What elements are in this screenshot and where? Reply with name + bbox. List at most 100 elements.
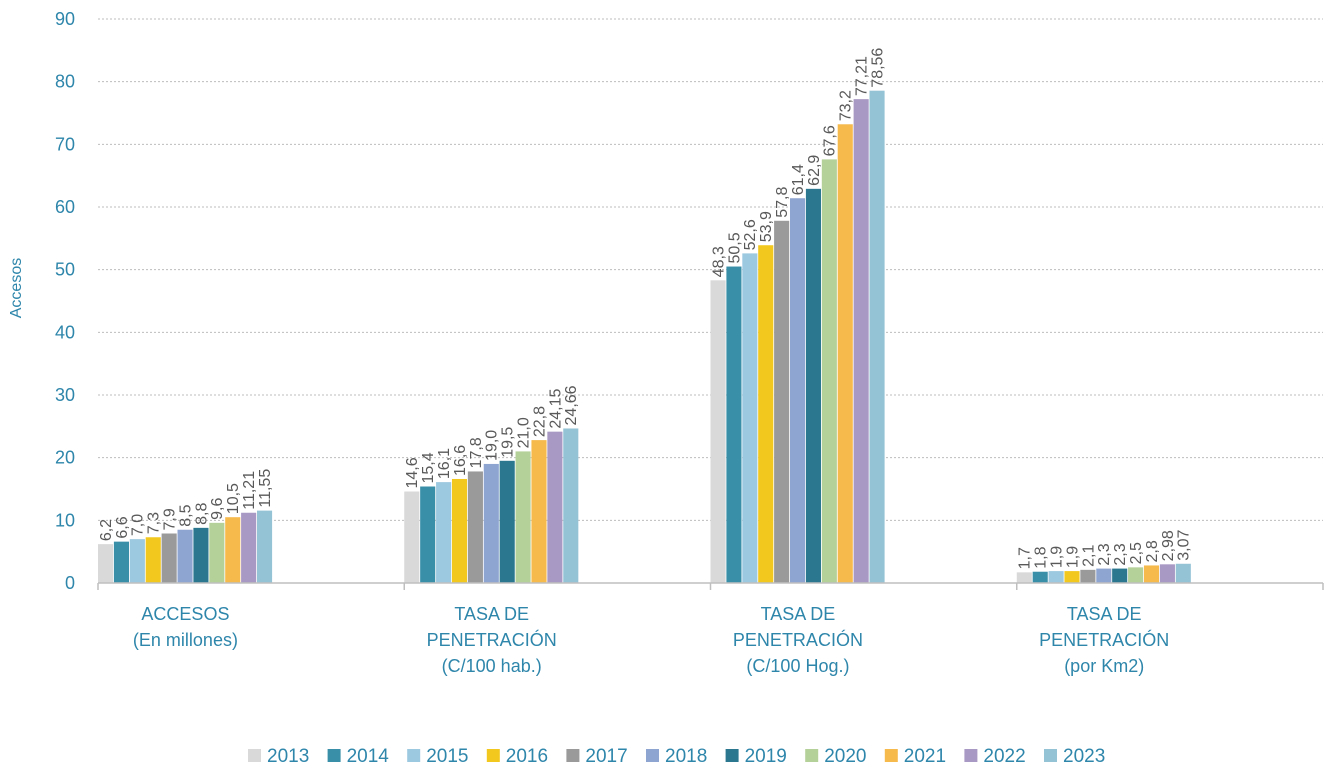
data-label: 2,3 (1112, 543, 1129, 565)
bar (1080, 569, 1096, 583)
bar (531, 440, 547, 583)
bar (499, 460, 515, 583)
category-label: TASA DE PENETRACIÓN (por Km2) (1039, 604, 1169, 676)
bar (1143, 565, 1160, 583)
bar (129, 539, 145, 583)
data-label: 2,1 (1080, 544, 1097, 566)
category-label: ACCESOS (En millones) (133, 604, 238, 650)
data-label: 57,8 (774, 187, 791, 218)
bar (241, 512, 257, 583)
data-label: 24,66 (563, 385, 580, 425)
bar (404, 491, 420, 583)
legend-swatch (407, 749, 421, 762)
bar (547, 431, 563, 583)
data-label: 7,3 (146, 512, 163, 534)
bar (257, 510, 273, 583)
legend-label: 2020 (824, 746, 866, 767)
data-label: 11,21 (241, 471, 258, 510)
data-label: 15,4 (420, 452, 437, 483)
bar (467, 471, 483, 583)
bar (1032, 571, 1048, 583)
x-axis-ticks (97, 583, 1324, 590)
legend-label: 2018 (665, 746, 707, 767)
data-label: 48,3 (710, 246, 727, 277)
data-label: 1,8 (1033, 546, 1050, 568)
data-label: 3,07 (1176, 530, 1193, 561)
legend-swatch (248, 749, 261, 762)
legend: 2013 2014 2015 2016 2017 2018 2019 2020 2021 2022… (248, 746, 1105, 767)
data-label: 2,98 (1160, 530, 1177, 561)
legend-swatch (327, 749, 341, 762)
category-label-line: PENETRACIÓN (1039, 629, 1169, 650)
bar (1048, 571, 1064, 583)
category-labels: ACCESOS (En millones) TASA DE PENETRACIÓN (C… (133, 604, 1169, 676)
category-label-line: PENETRACIÓN (733, 629, 863, 650)
data-label: 7,0 (130, 514, 147, 536)
bar (726, 266, 742, 583)
bar (161, 533, 177, 583)
data-label: 24,15 (547, 389, 564, 429)
y-tick-label: 80 (55, 72, 75, 92)
data-label: 2,3 (1096, 543, 1113, 565)
bar (1096, 568, 1112, 583)
legend-swatch (566, 749, 580, 762)
legend-swatch (646, 749, 659, 762)
data-label: 16,1 (436, 448, 453, 479)
data-label: 14,6 (404, 457, 421, 488)
y-axis: 0 10 20 30 40 50 60 70 80 90 (55, 9, 75, 593)
data-label: 2,5 (1128, 542, 1145, 564)
y-tick-label: 50 (55, 260, 75, 280)
bar (225, 517, 241, 583)
bar (209, 522, 225, 583)
bar (1128, 567, 1144, 583)
data-label: 19,5 (500, 427, 517, 458)
gridlines (98, 18, 1323, 521)
bar (790, 198, 806, 583)
category-label: TASA DE PENETRACIÓN (C/100 Hog.) (733, 604, 863, 676)
bar (483, 463, 499, 583)
category-label: TASA DE PENETRACIÓN (C/100 hab.) (427, 604, 557, 676)
bar (177, 529, 193, 583)
y-tick-label: 0 (65, 573, 75, 593)
y-tick-label: 60 (55, 197, 75, 217)
category-label-line: TASA DE (1067, 604, 1142, 624)
data-label: 62,9 (806, 155, 823, 186)
bar (1159, 564, 1175, 583)
category-label-line: ACCESOS (141, 604, 229, 624)
legend-label: 2019 (745, 746, 787, 767)
data-label: 22,8 (531, 406, 548, 437)
category-label-line: (En millones) (133, 630, 238, 650)
bar (805, 188, 821, 583)
data-label: 50,5 (726, 232, 743, 263)
legend-label: 2016 (506, 746, 548, 767)
legend-label: 2015 (426, 746, 468, 767)
data-label: 67,6 (822, 125, 839, 156)
data-label: 2,8 (1144, 540, 1161, 562)
bar (515, 451, 531, 583)
data-label: 1,9 (1049, 546, 1066, 568)
data-label: 6,2 (98, 519, 115, 541)
legend-swatch (486, 749, 500, 762)
legend-swatch (725, 749, 739, 762)
bar (853, 99, 869, 583)
bar (869, 90, 885, 583)
data-label: 73,2 (838, 90, 855, 121)
bar (98, 544, 114, 583)
data-label: 61,4 (790, 164, 807, 195)
legend-label: 2021 (904, 746, 946, 767)
bar (774, 220, 790, 583)
legend-label: 2022 (983, 746, 1025, 767)
data-label: 8,8 (193, 503, 210, 525)
category-label-line: TASA DE (454, 604, 529, 624)
legend-label: 2013 (267, 746, 309, 767)
bar (758, 245, 774, 583)
category-label-line: (C/100 Hog.) (746, 656, 849, 676)
bar (113, 541, 129, 583)
data-label: 52,6 (742, 219, 759, 250)
y-tick-label: 30 (55, 385, 75, 405)
legend-swatch (964, 749, 978, 762)
data-label: 11,55 (257, 469, 274, 508)
bar (436, 482, 452, 583)
bar (193, 527, 209, 583)
